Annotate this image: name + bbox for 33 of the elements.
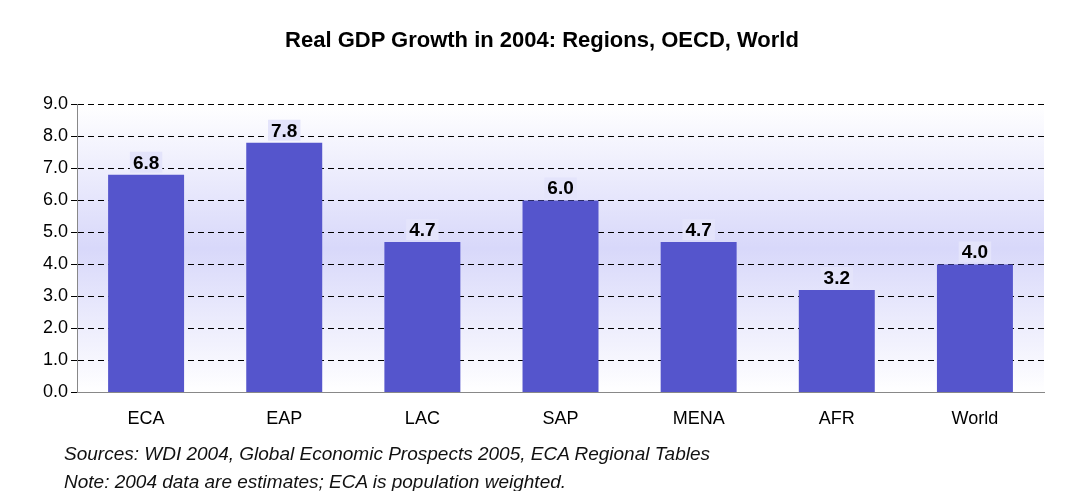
bar: [936, 264, 1013, 392]
data-label: 3.2: [823, 266, 850, 288]
bar: [522, 200, 599, 392]
bar: [246, 142, 323, 392]
x-tick-label: World: [951, 408, 999, 429]
data-label: 6.8: [132, 151, 160, 173]
y-tick-label: 7.0: [42, 157, 69, 178]
x-tick-label: EAP: [266, 408, 303, 429]
y-tick-label: 1.0: [42, 349, 69, 370]
data-label: 4.0: [961, 241, 989, 263]
x-tick-label: ECA: [127, 408, 165, 429]
y-tick-label: 2.0: [42, 317, 69, 338]
data-label: 7.8: [271, 119, 298, 141]
bar: [660, 242, 737, 392]
data-label: 4.7: [685, 218, 712, 240]
bar: [108, 174, 185, 392]
bar: [798, 290, 875, 392]
x-tick-label: SAP: [542, 408, 579, 429]
x-tick-label: AFR: [818, 408, 855, 429]
y-tick-label: 6.0: [42, 189, 69, 210]
data-label: 6.0: [547, 177, 574, 199]
source-note: Sources: WDI 2004, Global Economic Prospects 2005, ECA Regional Tables: [64, 442, 710, 466]
y-tick-label: 4.0: [42, 253, 69, 274]
y-tick-label: 0.0: [42, 381, 69, 402]
y-tick-label: 3.0: [42, 285, 69, 306]
y-tick-label: 9.0: [42, 93, 69, 114]
data-label: 4.7: [409, 218, 436, 240]
bar: [384, 242, 461, 392]
x-tick-label: MENA: [672, 408, 725, 429]
y-tick-label: 5.0: [42, 221, 69, 242]
x-tick-label: LAC: [404, 408, 440, 429]
chart-title: Real GDP Growth in 2004: Regions, OECD, World: [285, 27, 799, 53]
y-tick-label: 8.0: [42, 125, 69, 146]
